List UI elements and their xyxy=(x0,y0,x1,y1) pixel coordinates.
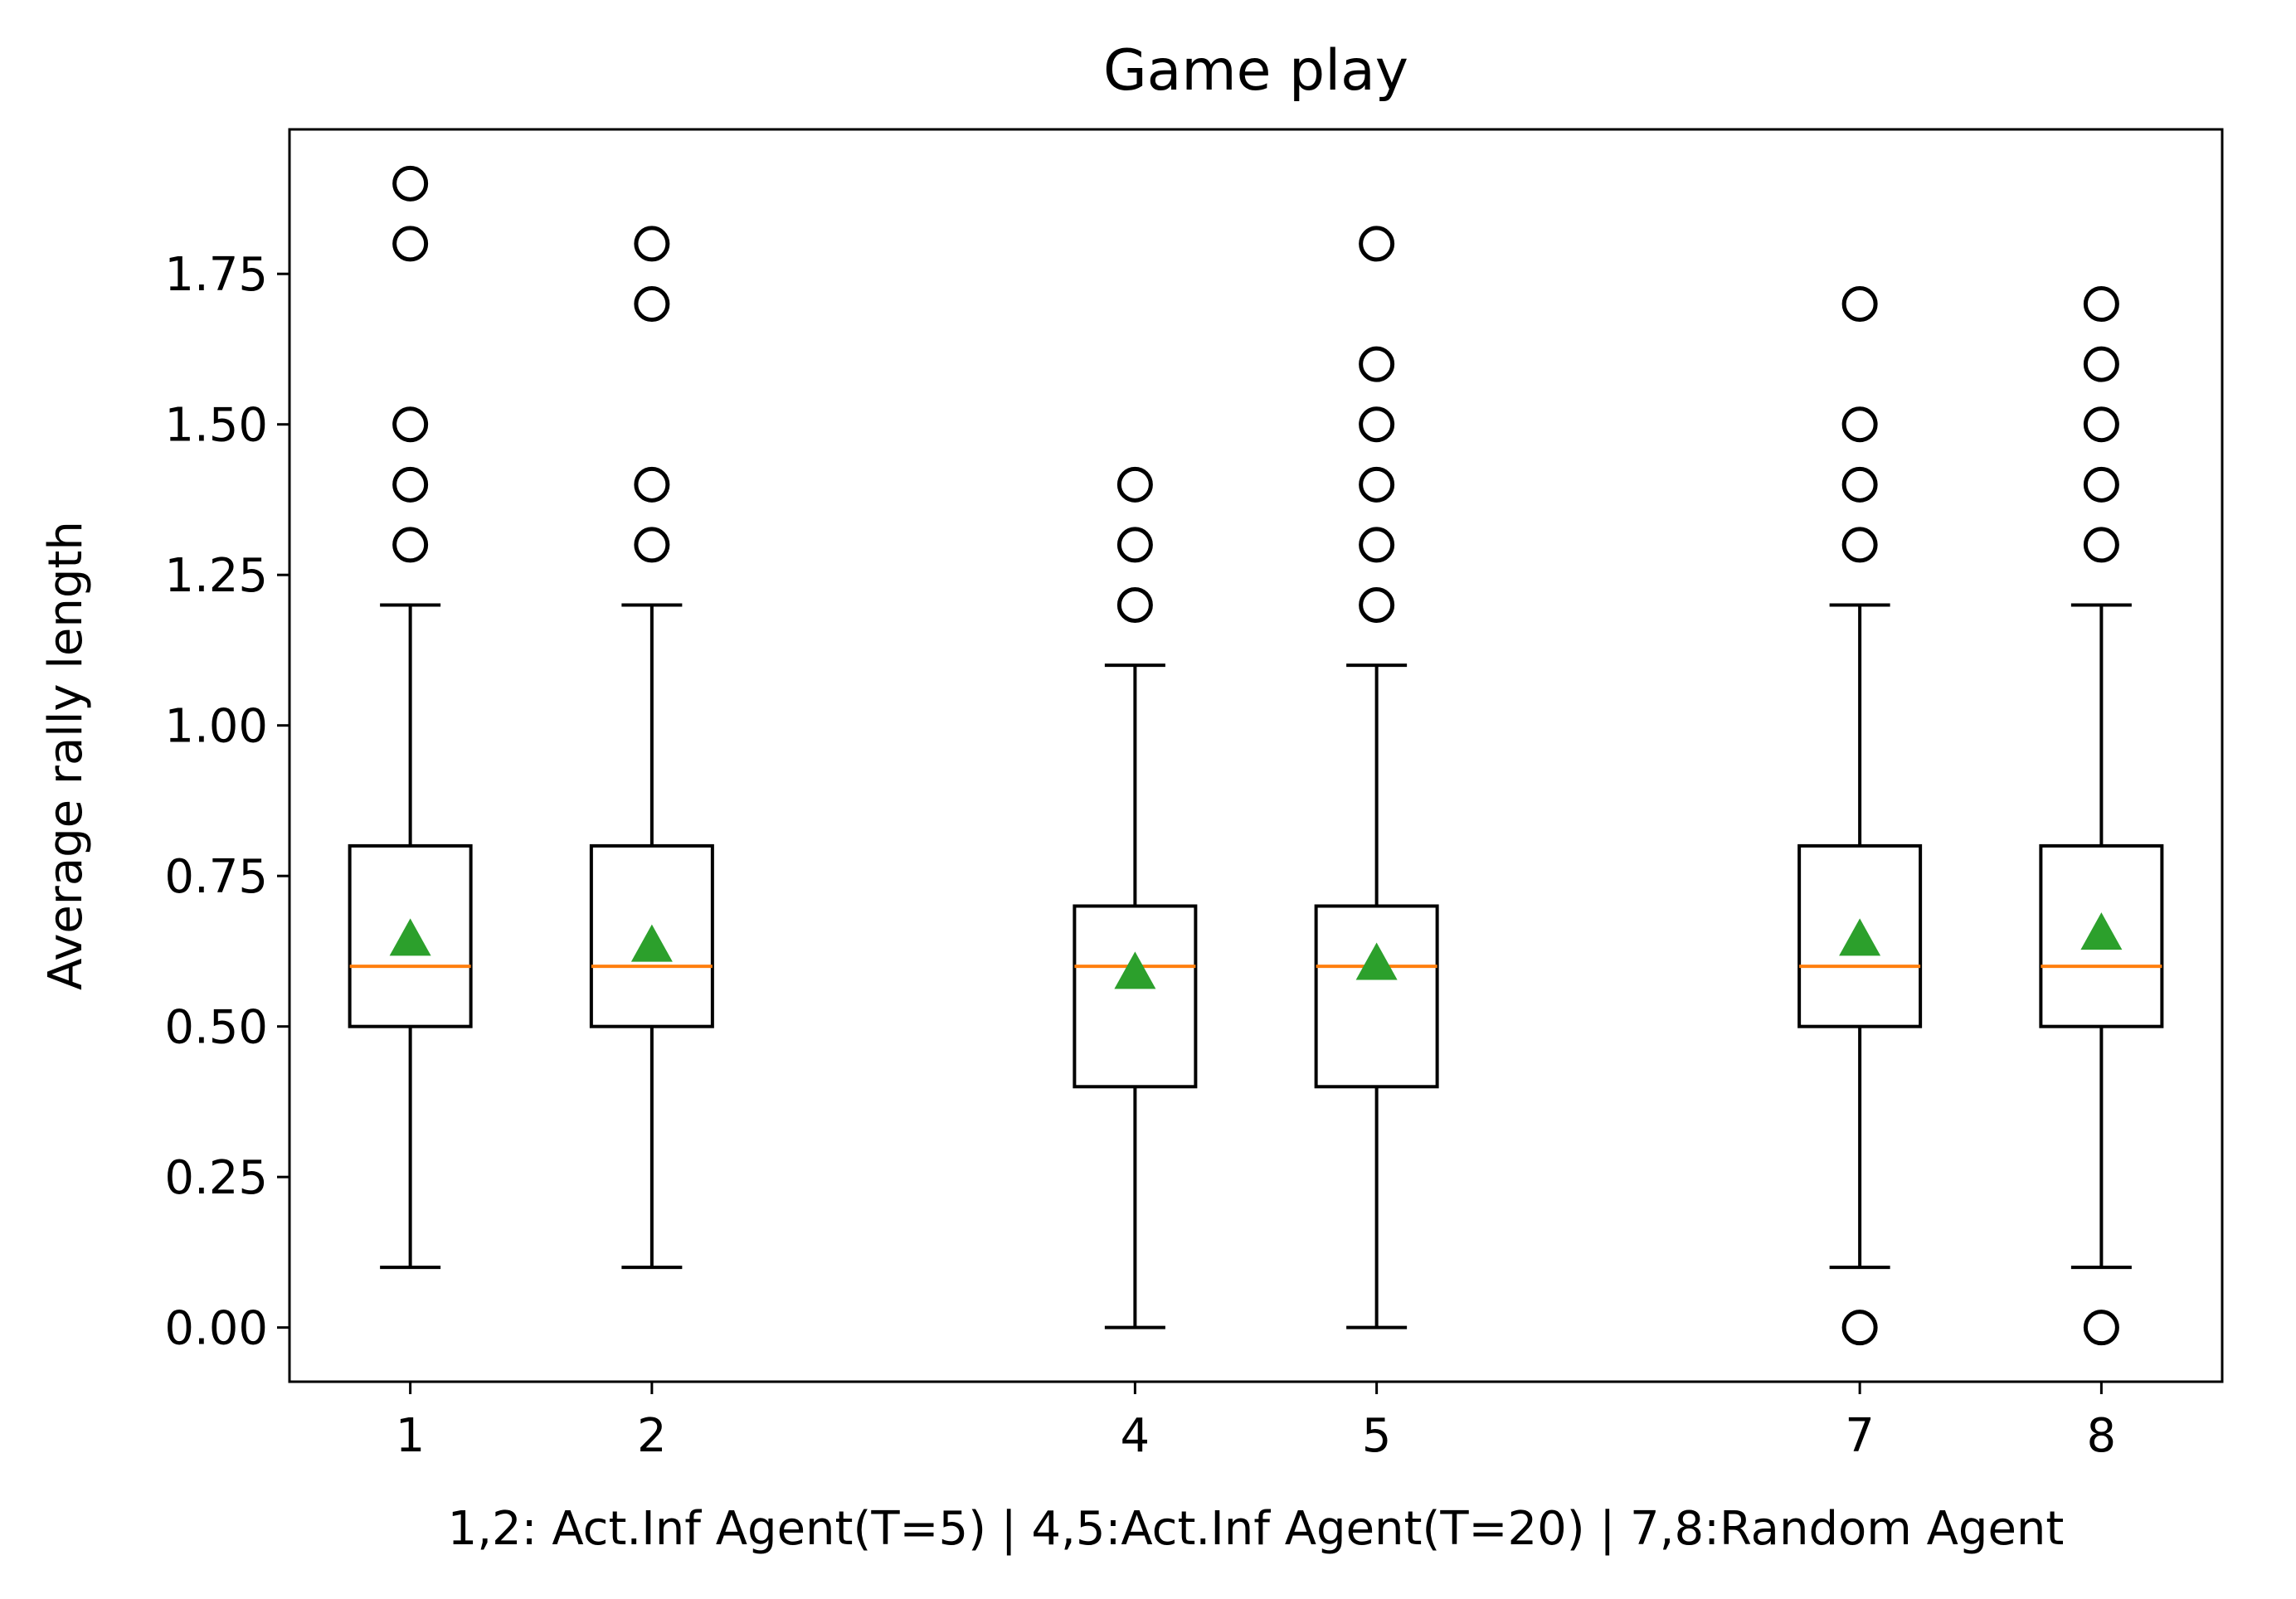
box-group-5 xyxy=(1314,226,1439,1329)
x-tick-label: 4 xyxy=(1121,1409,1150,1463)
y-tick-label: 1.25 xyxy=(164,549,268,603)
outlier-point xyxy=(392,226,429,262)
outlier-point xyxy=(1841,406,1878,443)
outlier-point xyxy=(634,226,670,262)
outlier-point xyxy=(2083,1310,2119,1346)
mean-marker xyxy=(1114,951,1156,989)
outlier-point xyxy=(1841,1310,1878,1346)
x-axis-label: 1,2: Act.Inf Agent(T=5) | 4,5:Act.Inf Ag… xyxy=(448,1502,2065,1556)
box-group-2 xyxy=(589,226,714,1270)
box-group-4 xyxy=(1073,466,1198,1329)
y-tick-label: 0.50 xyxy=(164,1001,268,1055)
outlier-point xyxy=(1841,466,1878,503)
x-tick-label: 2 xyxy=(637,1409,667,1463)
y-tick-label: 0.00 xyxy=(164,1302,268,1356)
outlier-point xyxy=(1841,286,1878,323)
box xyxy=(1797,843,1923,1028)
outlier-point xyxy=(2083,346,2119,382)
x-tick-label: 5 xyxy=(1362,1409,1392,1463)
outlier-point xyxy=(1359,226,1395,262)
mean-marker xyxy=(389,918,431,956)
mean-marker xyxy=(2080,912,2123,950)
y-tick-label: 1.75 xyxy=(164,248,268,302)
x-tick-label: 8 xyxy=(2087,1409,2117,1463)
x-tick-label: 1 xyxy=(396,1409,426,1463)
box-group-1 xyxy=(348,165,473,1270)
outlier-point xyxy=(1841,527,1878,563)
outlier-point xyxy=(2083,527,2119,563)
x-tick-label: 7 xyxy=(1845,1409,1875,1463)
outlier-point xyxy=(1359,466,1395,503)
outlier-point xyxy=(392,165,429,202)
box xyxy=(2039,843,2164,1028)
mean-marker xyxy=(630,924,673,962)
x-axis: 1 2 4 5 7 8 xyxy=(396,1382,2116,1463)
outlier-point xyxy=(1359,527,1395,563)
outlier-point xyxy=(2083,406,2119,443)
mean-marker xyxy=(1839,918,1881,956)
mean-marker xyxy=(1355,942,1398,980)
outlier-point xyxy=(1359,346,1395,382)
outlier-point xyxy=(634,527,670,563)
plot-frame xyxy=(288,128,2224,1383)
y-tick-label: 0.25 xyxy=(164,1151,268,1205)
y-axis: 0.00 0.25 0.50 0.75 1.00 1.25 1.50 1.75 xyxy=(164,248,289,1356)
outlier-point xyxy=(1116,527,1153,563)
outlier-point xyxy=(1116,466,1153,503)
y-tick-label: 0.75 xyxy=(164,850,268,904)
box xyxy=(589,843,714,1028)
y-tick-label: 1.50 xyxy=(164,399,268,453)
outlier-point xyxy=(1359,406,1395,443)
box xyxy=(1314,904,1439,1089)
y-axis-label: Average rally length xyxy=(39,521,93,990)
y-tick-label: 1.00 xyxy=(164,700,268,754)
outlier-point xyxy=(392,406,429,443)
plot-content xyxy=(348,165,2164,1346)
outlier-point xyxy=(2083,286,2119,323)
outlier-point xyxy=(1116,587,1153,624)
chart-title: Game play xyxy=(1103,38,1408,104)
outlier-point xyxy=(634,466,670,503)
outlier-point xyxy=(392,527,429,563)
outlier-point xyxy=(634,286,670,323)
box xyxy=(1073,904,1198,1089)
box-group-7 xyxy=(1797,286,1923,1346)
outlier-point xyxy=(2083,466,2119,503)
outlier-point xyxy=(392,466,429,503)
outlier-point xyxy=(1359,587,1395,624)
box-group-8 xyxy=(2039,286,2164,1346)
box xyxy=(348,843,473,1028)
